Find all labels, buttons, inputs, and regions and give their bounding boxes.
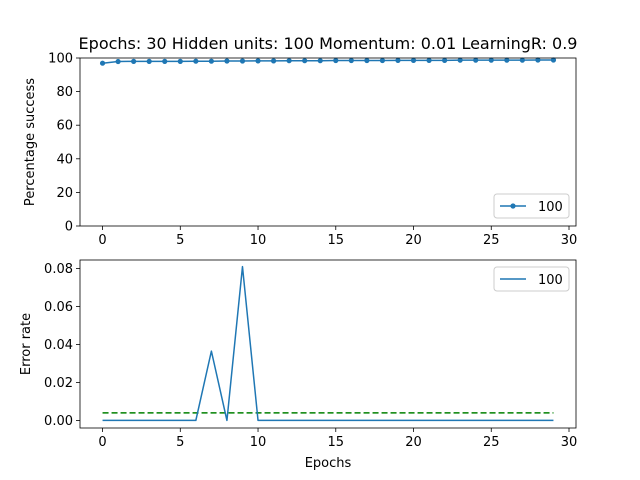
x-tick-label: 10 <box>250 233 267 248</box>
x-tick-label: 30 <box>561 435 578 450</box>
y-tick-label: 0.06 <box>44 300 73 315</box>
plot-frame <box>79 259 577 429</box>
y-tick-label: 0.08 <box>44 262 73 277</box>
data-point <box>317 58 323 64</box>
data-point <box>379 57 386 64</box>
x-tick-label: 5 <box>176 233 184 248</box>
data-point <box>146 58 152 64</box>
data-point <box>115 58 121 65</box>
data-point <box>473 57 479 63</box>
series-line <box>102 265 554 422</box>
data-point <box>550 57 557 63</box>
x-tick-label: 0 <box>98 233 106 248</box>
data-point <box>208 58 214 64</box>
bottom-legend: 100 <box>493 266 570 292</box>
y-tick-label: 0 <box>65 220 73 235</box>
y-tick-label: 0.04 <box>44 338 73 353</box>
data-point <box>442 57 448 63</box>
x-tick-label: 25 <box>483 435 500 450</box>
plot-frame <box>79 57 577 227</box>
data-point <box>270 58 277 64</box>
y-tick-label: 100 <box>48 52 73 67</box>
data-point <box>535 57 541 63</box>
bottom-x-axis-label: Epochs <box>305 456 352 471</box>
top-y-axis-label: Percentage success <box>23 78 38 206</box>
bottom-legend-label: 100 <box>538 273 563 288</box>
data-point <box>410 57 417 63</box>
data-point <box>224 58 230 64</box>
y-tick-label: 0.02 <box>44 376 73 391</box>
data-point <box>193 58 199 64</box>
data-point <box>504 57 510 63</box>
data-point <box>333 57 339 64</box>
x-tick-label: 25 <box>483 233 500 248</box>
data-point <box>488 57 494 63</box>
x-tick-label: 20 <box>405 435 422 450</box>
top-legend-label: 100 <box>538 200 563 215</box>
data-point <box>239 58 246 64</box>
data-point <box>99 60 106 66</box>
top-legend: 100 <box>493 193 570 219</box>
x-tick-label: 15 <box>328 233 345 248</box>
data-point <box>519 57 525 63</box>
y-tick-label: 0.00 <box>44 414 73 429</box>
y-tick-label: 40 <box>56 152 73 167</box>
bottom-y-axis-label: Error rate <box>19 313 34 375</box>
data-point <box>177 58 183 64</box>
data-point <box>426 57 432 63</box>
x-tick-label: 0 <box>98 435 106 450</box>
bottom-axes: 0 5 10 15 20 25 30 0.00 0.02 0.04 0.06 0.08 <box>44 259 578 450</box>
x-tick-label: 10 <box>250 435 267 450</box>
x-tick-label: 5 <box>176 435 184 450</box>
data-point <box>131 58 137 64</box>
data-point <box>457 57 463 63</box>
y-tick-label: 80 <box>56 85 73 100</box>
x-tick-label: 30 <box>561 233 578 248</box>
data-point <box>395 57 401 63</box>
chart-title: Epochs: 30 Hidden units: 100 Momentum: 0… <box>79 34 578 53</box>
top-axes: 0 5 10 15 20 25 30 0 20 40 60 80 100 <box>48 52 577 249</box>
data-point <box>348 57 354 64</box>
data-point <box>255 58 261 64</box>
y-tick-label: 60 <box>56 119 73 134</box>
data-point <box>286 58 292 64</box>
data-point <box>302 58 308 64</box>
y-tick-label: 20 <box>56 186 73 201</box>
x-tick-label: 15 <box>328 435 345 450</box>
x-tick-label: 20 <box>405 233 422 248</box>
data-point <box>364 57 370 64</box>
data-point <box>162 58 168 64</box>
